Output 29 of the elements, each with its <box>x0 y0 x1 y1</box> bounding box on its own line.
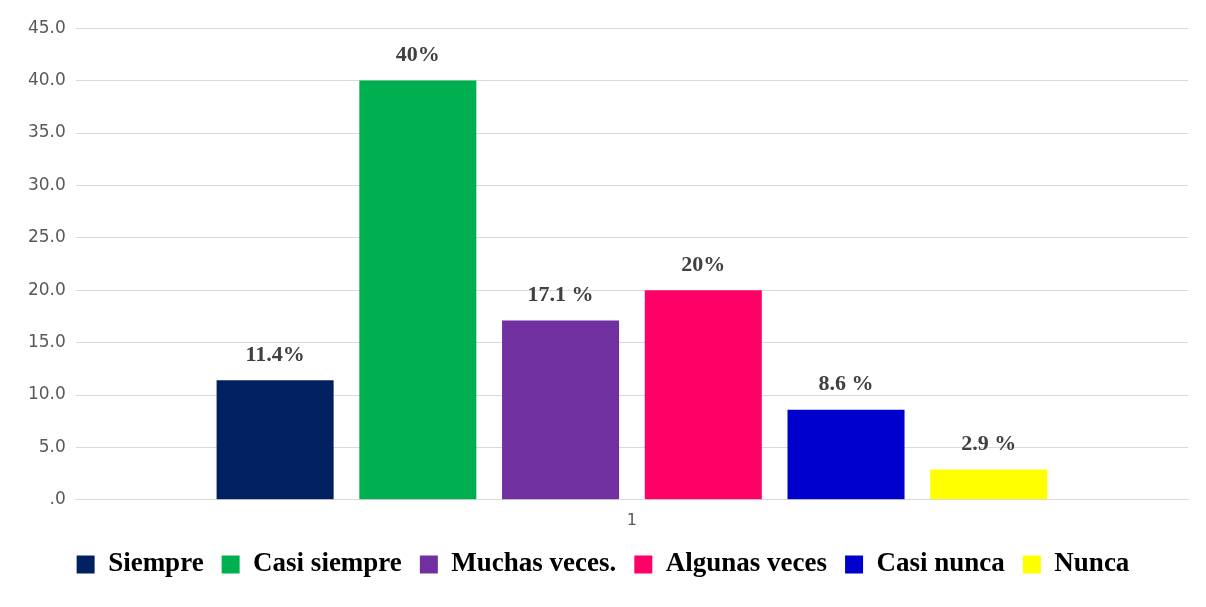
legend-label: Muchas veces. <box>451 547 617 578</box>
legend-label: Casi nunca <box>876 547 1006 578</box>
data-label: 40% <box>395 41 440 67</box>
data-label: 2.9 % <box>961 430 1017 456</box>
y-tick-label: 10.0 <box>27 383 66 404</box>
y-tick-label: 20.0 <box>27 278 66 299</box>
bar <box>216 380 334 500</box>
bar <box>787 409 905 500</box>
y-tick-label: 35.0 <box>27 121 66 142</box>
y-tick-label: 30.0 <box>27 173 66 194</box>
y-tick-label: 5.0 <box>38 435 66 456</box>
x-tick-label: 1 <box>626 509 638 529</box>
bar <box>644 290 762 500</box>
bar <box>930 469 1048 500</box>
legend-label: Algunas veces <box>665 547 828 578</box>
data-label: 17.1 % <box>527 281 594 307</box>
y-tick-label: .0 <box>49 488 66 509</box>
data-label: 20% <box>681 250 726 276</box>
legend-label: Nunca <box>1054 547 1130 578</box>
legend-label: Siempre <box>108 547 204 578</box>
bar <box>359 80 477 500</box>
data-label: 11.4% <box>245 341 305 367</box>
data-label: 8.6 % <box>818 370 874 396</box>
y-tick-label: 40.0 <box>27 69 66 90</box>
legend-label: Casi siempre <box>253 547 402 578</box>
y-tick-label: 15.0 <box>27 331 66 352</box>
y-tick-label: 25.0 <box>27 226 66 247</box>
bar <box>502 320 620 500</box>
y-tick-label: 45.0 <box>27 16 66 37</box>
